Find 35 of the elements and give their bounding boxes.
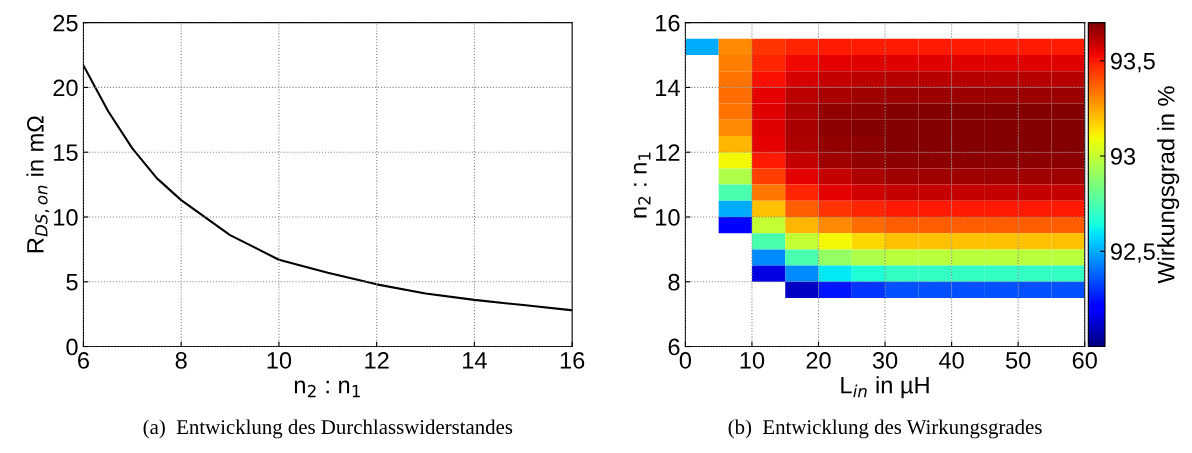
y-tick-label: 14 bbox=[656, 79, 680, 96]
y-tick-label: 0 bbox=[66, 338, 78, 356]
color-bar-label: 92,5 bbox=[1110, 243, 1155, 263]
y-tick-label: 20 bbox=[53, 79, 78, 97]
x-tick-label: 6 bbox=[78, 352, 89, 369]
x-axis-title: L$_{in}$ in µH bbox=[841, 376, 929, 399]
x-tick-label: 14 bbox=[463, 352, 487, 369]
y-tick-label: 25 bbox=[53, 14, 78, 32]
color-bar-label: 93,5 bbox=[1110, 52, 1155, 73]
x-tick-label: 20 bbox=[806, 352, 831, 369]
x-tick-label: 50 bbox=[1005, 352, 1031, 369]
x-axis-title: n$_{2}$ : n$_{1}$ bbox=[294, 380, 360, 398]
y-tick-label: 8 bbox=[668, 273, 680, 291]
y-tick-label: 6 bbox=[668, 338, 680, 356]
y-axis-title: R$_{DS,on}$ in mΩ bbox=[26, 116, 50, 253]
text: (a) Entwicklung des Durchlasswiderstandes bbox=[143, 419, 513, 439]
y-axis-title: n$_{2}$ : n$_{1}$ bbox=[633, 152, 651, 218]
x-tick-label: 12 bbox=[365, 352, 389, 369]
x-tick-label: 60 bbox=[1072, 352, 1097, 369]
color-bar-title: Wirkungsgrad in % bbox=[1157, 86, 1180, 284]
y-tick-label: 10 bbox=[656, 209, 680, 226]
x-tick-label: 10 bbox=[267, 352, 292, 369]
text: (b) Entwicklung des Wirkungsgrades bbox=[728, 419, 1042, 439]
y-tick-label: 5 bbox=[66, 274, 78, 291]
x-tick-label: 40 bbox=[939, 352, 964, 369]
y-tick-label: 15 bbox=[54, 144, 78, 161]
x-tick-label: 10 bbox=[740, 352, 765, 369]
x-tick-label: 8 bbox=[175, 352, 187, 369]
y-tick-label: 12 bbox=[656, 144, 680, 161]
color-bar-label: 93 bbox=[1110, 148, 1136, 165]
x-tick-label: 16 bbox=[560, 352, 585, 369]
y-tick-label: 16 bbox=[656, 14, 680, 32]
y-tick-label: 10 bbox=[54, 209, 78, 226]
x-tick-label: 0 bbox=[679, 352, 692, 369]
x-tick-label: 30 bbox=[872, 352, 898, 369]
